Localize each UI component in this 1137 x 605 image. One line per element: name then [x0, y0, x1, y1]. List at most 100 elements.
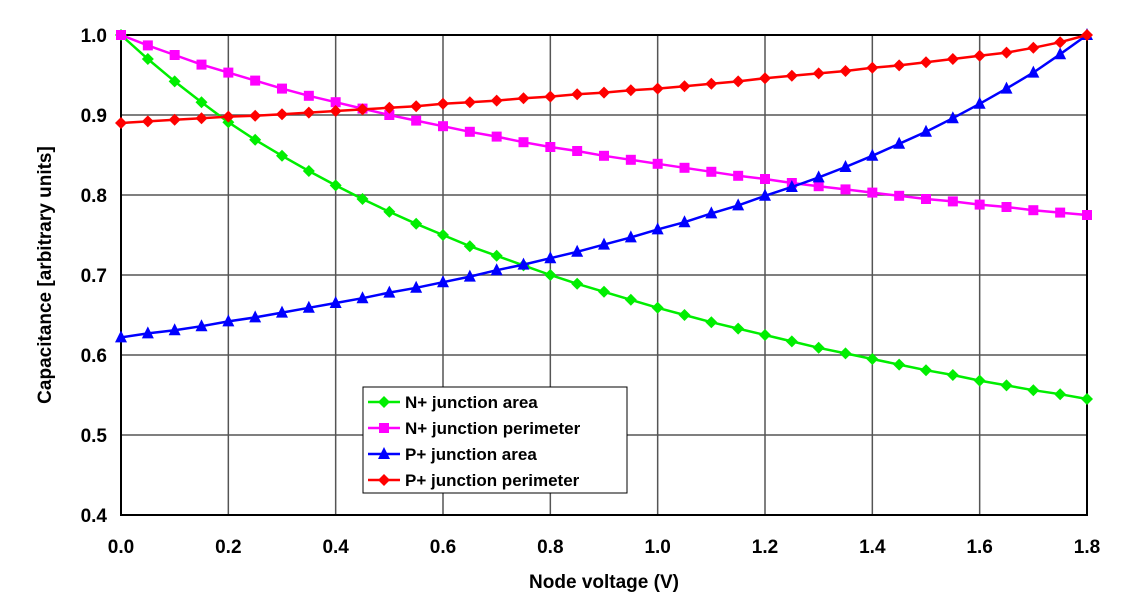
data-point — [1081, 29, 1093, 41]
data-point — [356, 193, 369, 205]
data-point — [839, 65, 852, 77]
data-point — [893, 136, 906, 149]
y-tick-label: 0.6 — [81, 346, 107, 367]
data-point — [705, 316, 718, 329]
legend-marker — [379, 423, 389, 433]
data-point — [223, 67, 234, 78]
data-point — [651, 222, 664, 235]
data-point — [571, 88, 584, 101]
data-point — [920, 364, 932, 377]
data-point — [652, 158, 663, 169]
data-point — [168, 75, 181, 88]
data-point — [624, 230, 637, 243]
data-point — [920, 56, 932, 69]
data-point — [329, 179, 342, 192]
data-point — [866, 61, 879, 74]
data-point — [651, 82, 664, 95]
data-point — [518, 137, 529, 148]
data-point — [544, 251, 557, 264]
x-tick-labels: 0.0 0.2 0.4 0.6 0.8 1.0 1.2 1.4 1.6 1.8 — [108, 537, 1100, 558]
data-point — [973, 49, 986, 62]
data-point — [785, 335, 798, 348]
data-point — [383, 285, 396, 298]
y-tick-label: 0.4 — [81, 506, 108, 527]
legend-item: N+ junction perimeter — [368, 419, 581, 438]
data-point — [410, 100, 423, 113]
data-point — [598, 86, 610, 99]
data-point — [599, 150, 609, 161]
data-point — [571, 244, 584, 257]
data-point — [222, 110, 235, 123]
data-point — [1027, 65, 1040, 78]
data-point — [651, 301, 664, 314]
data-point — [1054, 36, 1067, 49]
data-point — [1027, 384, 1040, 397]
series-n-junction-area — [115, 29, 1093, 405]
data-point — [463, 96, 476, 109]
data-point — [946, 111, 959, 124]
data-point — [141, 53, 154, 65]
data-point — [490, 94, 503, 107]
data-point — [624, 293, 637, 306]
data-point — [195, 112, 208, 125]
data-point — [302, 106, 315, 119]
data-point — [115, 117, 127, 129]
data-point — [706, 166, 717, 177]
data-point — [866, 353, 879, 365]
data-point — [384, 110, 395, 120]
x-tick-label: 1.2 — [752, 537, 778, 558]
data-point — [169, 50, 180, 60]
y-axis-label: Capacitance [arbitrary units] — [35, 146, 56, 404]
plot-frame — [120, 34, 1088, 516]
data-point — [760, 174, 770, 184]
data-point — [329, 296, 342, 308]
data-point — [598, 285, 610, 298]
data-point — [437, 275, 449, 288]
data-point — [491, 131, 502, 142]
data-point — [437, 97, 449, 110]
series-n-junction-perimeter — [116, 30, 1092, 220]
y-tick-label: 1.0 — [81, 26, 107, 47]
data-point — [732, 322, 745, 335]
data-point — [893, 358, 906, 371]
data-point — [437, 229, 449, 241]
legend-label: N+ junction area — [405, 393, 538, 412]
data-point — [142, 40, 153, 51]
data-point — [302, 300, 315, 313]
data-point — [624, 84, 637, 97]
data-point — [1001, 202, 1012, 212]
data-point — [463, 269, 476, 282]
x-tick-label: 0.8 — [537, 537, 563, 558]
x-tick-label: 0.2 — [215, 537, 241, 558]
data-point — [249, 133, 262, 146]
data-point — [973, 374, 986, 387]
data-point — [678, 309, 691, 321]
legend-item: P+ junction perimeter — [368, 471, 580, 490]
data-point — [249, 109, 262, 122]
data-point — [196, 59, 207, 70]
data-point — [1082, 210, 1092, 220]
data-point — [544, 269, 557, 281]
data-point — [733, 170, 744, 181]
data-point — [571, 277, 584, 290]
x-axis-label: Node voltage (V) — [529, 572, 679, 593]
data-point — [785, 69, 798, 82]
y-tick-label: 0.9 — [81, 106, 107, 127]
legend: N+ junction area N+ junction perimeter P+ … — [362, 386, 628, 494]
x-tick-label: 0.0 — [108, 537, 134, 558]
data-point — [866, 148, 879, 161]
data-point — [303, 90, 314, 101]
data-point — [276, 149, 288, 162]
data-point — [168, 113, 181, 126]
legend-item: P+ junction area — [368, 445, 537, 464]
data-point — [946, 53, 959, 65]
data-point — [222, 314, 235, 327]
data-point — [1000, 46, 1013, 59]
data-point — [276, 305, 288, 318]
data-point — [732, 198, 745, 211]
data-point — [250, 75, 261, 86]
data-point — [840, 184, 851, 195]
data-point — [705, 77, 718, 90]
data-point — [329, 105, 342, 117]
legend-marker — [378, 396, 390, 408]
